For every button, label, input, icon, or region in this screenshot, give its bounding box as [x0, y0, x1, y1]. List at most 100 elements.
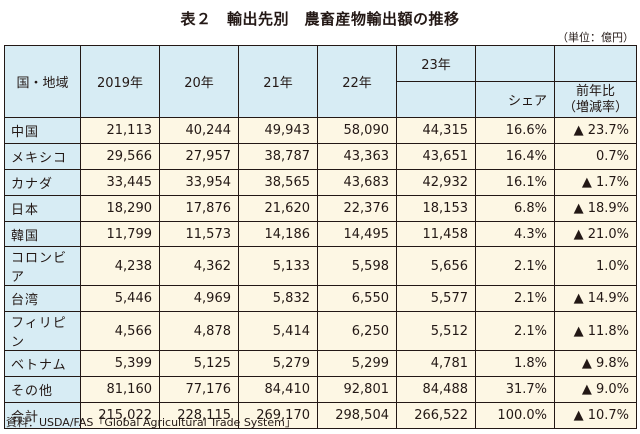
value-cell: 92,801	[317, 376, 397, 404]
header-share: シェア	[475, 81, 555, 118]
value-cell: 84,410	[238, 376, 318, 404]
region-cell: コロンビア	[4, 246, 81, 287]
region-cell: カナダ	[4, 168, 81, 196]
value-cell: 21,113	[80, 117, 160, 144]
value-cell: 38,565	[238, 168, 318, 196]
value-cell: 43,683	[317, 168, 397, 196]
value-cell: 5,299	[317, 350, 397, 378]
value-cell: 43,363	[317, 142, 397, 170]
header-year: 22年	[317, 45, 397, 118]
share-cell: 2.1%	[475, 285, 555, 313]
table-row: 韓国 11,799 11,573 14,186 14,495 11,458 4.3% ▲ 21…	[4, 220, 637, 248]
table-row: 中国 21,113 40,244 49,943 58,090 44,315 16.6% ▲ 2…	[4, 117, 637, 144]
value-cell: 6,250	[317, 311, 397, 352]
yoy-cell: 1.0%	[554, 246, 637, 287]
value-cell: 6,550	[317, 285, 397, 313]
table-row: 台湾 5,446 4,969 5,832 6,550 5,577 2.1% ▲ 14.9%	[4, 285, 637, 313]
share-cell: 16.6%	[475, 117, 555, 144]
value-cell: 33,445	[80, 168, 160, 196]
export-table: 国・地域 2019年 20年 21年 22年 23年 シェア 前年比 （増減率）…	[4, 45, 637, 430]
value-cell: 58,090	[317, 117, 397, 144]
yoy-cell: ▲ 9.0%	[554, 376, 637, 404]
header-region: 国・地域	[4, 45, 81, 118]
value-cell: 11,573	[159, 220, 239, 248]
value-cell: 14,495	[317, 220, 397, 248]
value-cell: 38,787	[238, 142, 318, 170]
value-cell: 4,362	[159, 246, 239, 287]
table-row: コロンビア 4,238 4,362 5,133 5,598 5,656 2.1% 1.0%	[4, 246, 637, 287]
value-cell: 5,133	[238, 246, 318, 287]
header-yoy-line1: 前年比	[575, 83, 615, 99]
table-row: カナダ 33,445 33,954 38,565 43,683 42,932 16.1% ▲ …	[4, 168, 637, 196]
value-cell: 33,954	[159, 168, 239, 196]
value-cell: 77,176	[159, 376, 239, 404]
table-title: 表２ 輸出先別 農畜産物輸出額の推移	[180, 10, 460, 28]
value-cell: 5,598	[317, 246, 397, 287]
share-cell: 1.8%	[475, 350, 555, 378]
value-cell: 298,504	[317, 402, 397, 430]
value-cell: 81,160	[80, 376, 160, 404]
value-cell: 49,943	[238, 117, 318, 144]
header-blank	[396, 81, 476, 118]
value-cell: 4,878	[159, 311, 239, 352]
header-blank	[554, 45, 637, 82]
value-cell: 228,115	[159, 402, 239, 430]
share-cell: 4.3%	[475, 220, 555, 248]
region-cell: 合計	[4, 402, 81, 430]
value-cell: 5,446	[80, 285, 160, 313]
value-cell: 18,153	[396, 194, 476, 222]
table-row: メキシコ 29,566 27,957 38,787 43,363 43,651 16.4% 0…	[4, 142, 637, 170]
table-row: その他 81,160 77,176 84,410 92,801 84,488 31.7% ▲ …	[4, 376, 637, 404]
yoy-cell: ▲ 1.7%	[554, 168, 637, 196]
region-cell: メキシコ	[4, 142, 81, 170]
value-cell: 5,125	[159, 350, 239, 378]
header-year: 2019年	[80, 45, 160, 118]
table-row: フィリピン 4,566 4,878 5,414 6,250 5,512 2.1% ▲ 11.8…	[4, 311, 637, 352]
yoy-cell: ▲ 21.0%	[554, 220, 637, 248]
value-cell: 5,279	[238, 350, 318, 378]
value-cell: 4,969	[159, 285, 239, 313]
yoy-cell: ▲ 10.7%	[554, 402, 637, 430]
value-cell: 4,781	[396, 350, 476, 378]
share-cell: 100.0%	[475, 402, 555, 430]
value-cell: 5,512	[396, 311, 476, 352]
value-cell: 18,290	[80, 194, 160, 222]
share-cell: 2.1%	[475, 246, 555, 287]
value-cell: 17,876	[159, 194, 239, 222]
value-cell: 84,488	[396, 376, 476, 404]
value-cell: 29,566	[80, 142, 160, 170]
value-cell: 43,651	[396, 142, 476, 170]
share-cell: 16.4%	[475, 142, 555, 170]
yoy-cell: ▲ 14.9%	[554, 285, 637, 313]
header-year: 20年	[159, 45, 239, 118]
value-cell: 266,522	[396, 402, 476, 430]
value-cell: 44,315	[396, 117, 476, 144]
header-year: 23年	[396, 45, 476, 82]
yoy-cell: ▲ 9.8%	[554, 350, 637, 378]
yoy-cell: ▲ 18.9%	[554, 194, 637, 222]
share-cell: 2.1%	[475, 311, 555, 352]
value-cell: 27,957	[159, 142, 239, 170]
value-cell: 4,238	[80, 246, 160, 287]
share-cell: 31.7%	[475, 376, 555, 404]
region-cell: 日本	[4, 194, 81, 222]
header-year: 21年	[238, 45, 318, 118]
value-cell: 5,414	[238, 311, 318, 352]
share-cell: 6.8%	[475, 194, 555, 222]
region-cell: 台湾	[4, 285, 81, 313]
value-cell: 14,186	[238, 220, 318, 248]
value-cell: 5,577	[396, 285, 476, 313]
table-row: 日本 18,290 17,876 21,620 22,376 18,153 6.8% ▲ 18…	[4, 194, 637, 222]
table-row: 合計 215,022 228,115 269,170 298,504 266,522 100…	[4, 402, 637, 430]
unit-note: （単位：億円）	[557, 31, 634, 44]
header-yoy: 前年比 （増減率）	[554, 81, 637, 118]
yoy-cell: 0.7%	[554, 142, 637, 170]
value-cell: 11,799	[80, 220, 160, 248]
share-cell: 16.1%	[475, 168, 555, 196]
region-cell: ベトナム	[4, 350, 81, 378]
yoy-cell: ▲ 23.7%	[554, 117, 637, 144]
region-cell: その他	[4, 376, 81, 404]
header-yoy-line2: （増減率）	[562, 99, 628, 115]
header-blank	[475, 45, 555, 82]
value-cell: 40,244	[159, 117, 239, 144]
